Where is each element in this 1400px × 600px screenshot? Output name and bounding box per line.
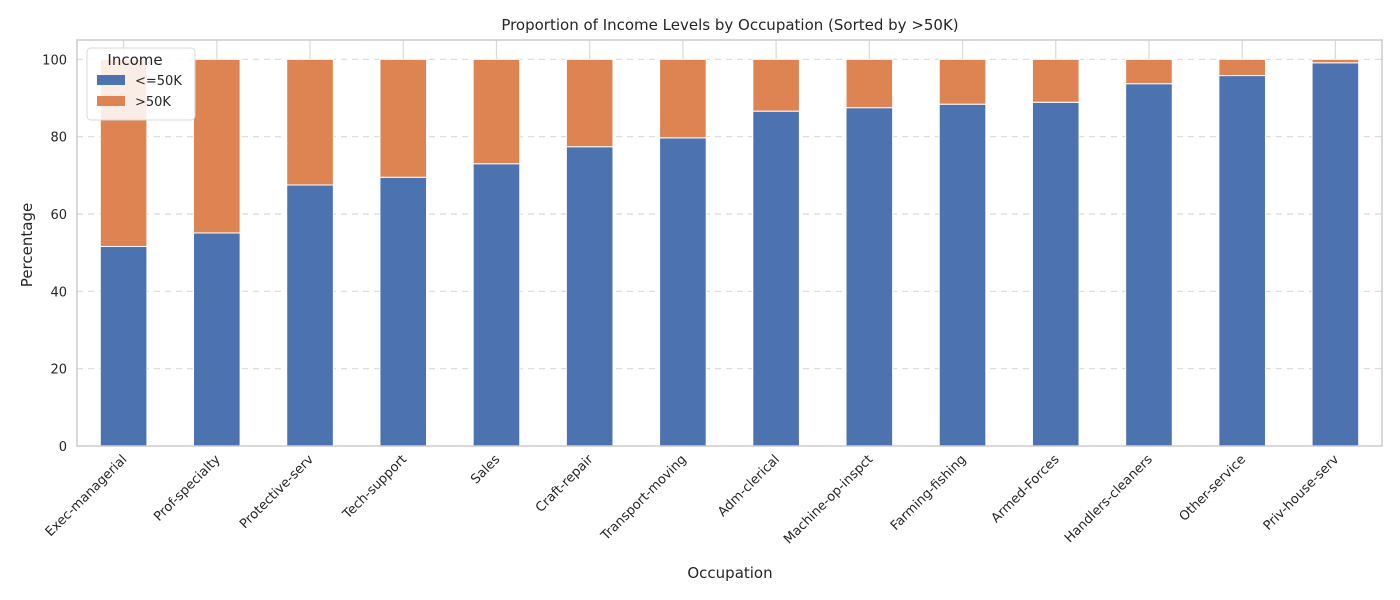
bar-gt50k-tech-support (379, 58, 428, 178)
y-axis-label: Percentage (18, 203, 36, 287)
bar-le50k-adm-clerical (752, 110, 800, 447)
legend-entry: <=50K (135, 74, 182, 89)
bar-gt50k-craft-repair (565, 58, 614, 148)
bar-le50k-protective-serv (286, 184, 334, 447)
x-tick-label: Adm-clerical (715, 452, 783, 520)
bar-gt50k-handlers-cleaners (1125, 58, 1173, 85)
x-tick-label: Farming-fishing (888, 452, 969, 533)
legend: Income <=50K >50K (86, 47, 196, 121)
y-tick-label: 0 (59, 440, 67, 455)
bar-le50k-transport-moving (659, 137, 707, 447)
y-tick-label: 40 (50, 285, 67, 300)
legend-swatch (97, 75, 125, 85)
legend-swatch (97, 96, 125, 106)
legend-title: Income (107, 51, 162, 69)
plot-frame (76, 39, 1383, 447)
bar-gt50k-transport-moving (659, 58, 707, 139)
y-tick-label: 60 (50, 208, 67, 223)
x-tick-label: Handlers-cleaners (1062, 452, 1156, 546)
legend-entry: >50K (135, 95, 171, 110)
x-tick-label: Tech-support (340, 452, 411, 523)
bar-gt50k-prof-specialty (193, 58, 241, 234)
axes-layer: 0 20 40 60 80 100 Exec-managerial Prof-specialt… (42, 39, 1383, 547)
chart-title: Proportion of Income Levels by Occupatio… (501, 16, 958, 34)
bar-le50k-prof-specialty (193, 232, 241, 447)
bar-le50k-farming-fishing (938, 103, 987, 447)
bar-le50k-sales (472, 163, 521, 447)
x-tick-label: Other-service (1177, 452, 1249, 524)
x-tick-label: Priv-house-serv (1261, 452, 1343, 534)
x-tick-label: Prof-specialty (151, 452, 224, 525)
bar-le50k-priv-house-serv (1311, 62, 1360, 447)
bar-gt50k-farming-fishing (938, 58, 987, 105)
bar-le50k-other-service (1218, 75, 1266, 447)
bar-le50k-craft-repair (565, 146, 614, 447)
bar-le50k-armed-forces (1031, 101, 1080, 447)
x-axis-label: Occupation (687, 564, 772, 582)
x-tick-label: Machine-op-inspct (781, 452, 876, 547)
bar-gt50k-sales (472, 58, 521, 165)
y-tick-label: 80 (50, 131, 67, 146)
bar-le50k-machine-op-inspct (845, 107, 894, 447)
bar-gt50k-armed-forces (1031, 58, 1080, 103)
y-tick-label: 20 (50, 363, 67, 378)
x-tick-label: Transport-moving (598, 452, 690, 544)
y-tick-label: 100 (42, 53, 67, 68)
x-tick-label: Sales (468, 452, 503, 487)
grid-layer (77, 40, 1382, 446)
bar-le50k-handlers-cleaners (1125, 83, 1173, 447)
bar-gt50k-machine-op-inspct (845, 58, 894, 109)
bar-le50k-exec-managerial (99, 245, 148, 447)
x-tick-label: Exec-managerial (43, 452, 131, 540)
bar-gt50k-other-service (1218, 58, 1266, 77)
x-tick-label: Craft-repair (533, 452, 597, 516)
bar-gt50k-protective-serv (286, 58, 334, 186)
bar-le50k-tech-support (379, 176, 428, 447)
bar-gt50k-adm-clerical (752, 58, 800, 112)
bar-gt50k-priv-house-serv (1311, 58, 1360, 64)
x-tick-label: Armed-Forces (989, 452, 1063, 526)
x-tick-label: Protective-serv (237, 452, 317, 532)
bars-layer (99, 58, 1360, 447)
